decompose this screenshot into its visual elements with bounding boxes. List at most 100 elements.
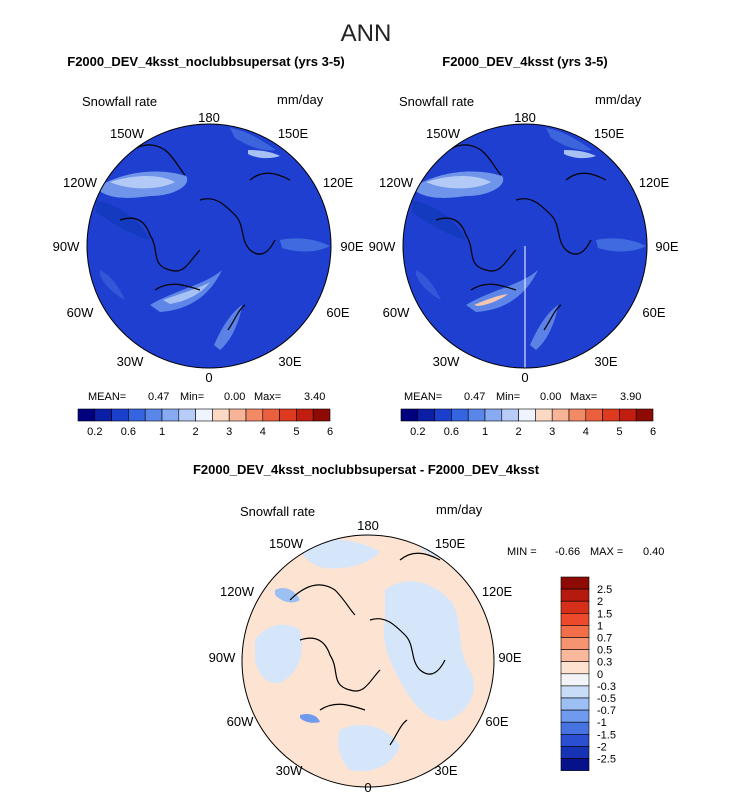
colorbar-box (212, 408, 230, 422)
svg-text:0: 0 (205, 370, 212, 385)
svg-text:180: 180 (198, 110, 220, 125)
diff-units: mm/day (436, 502, 483, 517)
colorbar-box (312, 408, 331, 422)
colorbar-box (451, 408, 469, 422)
panel-right-stats: MEAN= 0.47 Min= 0.00 Max= 3.90 (404, 391, 641, 403)
colorbar-label: 2.5 (597, 584, 612, 596)
colorbar-box (635, 408, 654, 422)
colorbar-label: -0.3 (597, 681, 616, 693)
colorbar-box (560, 721, 590, 735)
colorbar-label: 1 (159, 426, 165, 438)
svg-text:150W: 150W (110, 126, 145, 141)
svg-text:60E: 60E (642, 305, 665, 320)
colorbar-box (602, 408, 620, 422)
colorbar-box (228, 408, 247, 422)
svg-text:60W: 60W (383, 305, 410, 320)
colorbar-label: 5 (293, 426, 299, 438)
svg-text:0: 0 (364, 780, 371, 795)
svg-text:3.90: 3.90 (620, 391, 641, 403)
colorbar-label: 3 (549, 426, 555, 438)
colorbar-box (560, 612, 590, 626)
svg-text:0.40: 0.40 (643, 546, 664, 558)
colorbar-box (585, 408, 603, 422)
colorbar-label: 3 (226, 426, 232, 438)
season-title: ANN (341, 20, 392, 47)
colorbar-box (262, 408, 280, 422)
colorbar-label: 1 (597, 620, 603, 632)
svg-text:150W: 150W (426, 126, 461, 141)
svg-text:90E: 90E (498, 650, 521, 665)
colorbar-box (77, 408, 96, 422)
colorbar-box (560, 709, 590, 723)
svg-text:Max=: Max= (570, 391, 597, 403)
colorbar-label: 0.2 (87, 426, 102, 438)
svg-text:Min=: Min= (180, 391, 204, 403)
svg-text:60E: 60E (326, 305, 349, 320)
svg-text:120W: 120W (379, 175, 414, 190)
colorbar-box (560, 661, 590, 675)
colorbar-label: 6 (327, 426, 333, 438)
panel-right-colorbar: 0.2 0.6 1 2 3 4 5 6 (400, 408, 656, 438)
colorbar-label: -2.5 (597, 754, 616, 766)
svg-text:150E: 150E (278, 126, 309, 141)
svg-text:0.00: 0.00 (540, 391, 561, 403)
panel-right-map (402, 123, 648, 369)
panel-left-stats: MEAN= 0.47 Min= 0.00 Max= 3.40 (88, 391, 325, 403)
diff-map (241, 534, 495, 788)
colorbar-label: -1 (597, 717, 607, 729)
svg-text:30W: 30W (276, 763, 303, 778)
svg-text:90W: 90W (369, 239, 396, 254)
colorbar-label: 5 (616, 426, 622, 438)
diff-title: F2000_DEV_4ksst_noclubbsupersat - F2000_… (193, 462, 540, 477)
colorbar-label: 0 (597, 669, 603, 681)
svg-text:30W: 30W (117, 354, 144, 369)
svg-text:180: 180 (514, 110, 536, 125)
svg-text:90E: 90E (340, 239, 363, 254)
diff-var-label: Snowfall rate (240, 504, 315, 519)
colorbar-box (94, 408, 112, 422)
diff-minmax: MIN = -0.66 MAX = 0.40 (507, 546, 664, 558)
svg-text:120W: 120W (63, 175, 98, 190)
panel-left-units: mm/day (277, 92, 324, 107)
svg-text:0: 0 (521, 370, 528, 385)
colorbar-box (560, 576, 590, 590)
colorbar-label: -0.7 (597, 705, 616, 717)
svg-text:30E: 30E (594, 354, 617, 369)
svg-text:MIN =: MIN = (507, 546, 537, 558)
colorbar-label: 0.5 (597, 645, 612, 657)
colorbar-box (279, 408, 297, 422)
colorbar-box (551, 408, 570, 422)
colorbar-box (484, 408, 503, 422)
colorbar-label: -1.5 (597, 729, 616, 741)
svg-text:90W: 90W (209, 650, 236, 665)
panel-left-title: F2000_DEV_4ksst_noclubbsupersat (yrs 3-5… (67, 54, 344, 69)
svg-text:MEAN=: MEAN= (404, 391, 442, 403)
colorbar-box (434, 408, 452, 422)
colorbar-box (128, 408, 146, 422)
panel-right-units: mm/day (595, 92, 642, 107)
colorbar-box (161, 408, 180, 422)
svg-text:0.00: 0.00 (224, 391, 245, 403)
svg-text:90W: 90W (53, 239, 80, 254)
colorbar-box (560, 733, 590, 747)
colorbar-label: 0.3 (597, 657, 612, 669)
colorbar-box (560, 588, 590, 602)
svg-text:30E: 30E (434, 763, 457, 778)
svg-text:180: 180 (357, 518, 379, 533)
panel-left-map (86, 123, 332, 369)
colorbar-box (518, 408, 536, 422)
colorbar-box (568, 408, 587, 422)
colorbar-box (560, 758, 590, 771)
colorbar-box (417, 408, 435, 422)
svg-text:Max=: Max= (254, 391, 281, 403)
diff-colorbar: 2.521.510.70.50.30-0.3-0.5-0.7-1-1.5-2-2… (560, 576, 616, 771)
diff-lon-labels: 180 150W 150E 120W 120E 90W 90E 60W 60E … (209, 518, 522, 795)
colorbar-box (560, 685, 590, 699)
colorbar-box (560, 649, 590, 662)
panel-right-var-label: Snowfall rate (399, 94, 474, 109)
svg-text:120E: 120E (482, 584, 513, 599)
svg-text:0.47: 0.47 (464, 391, 485, 403)
colorbar-box (178, 408, 196, 422)
svg-text:-0.66: -0.66 (555, 546, 580, 558)
